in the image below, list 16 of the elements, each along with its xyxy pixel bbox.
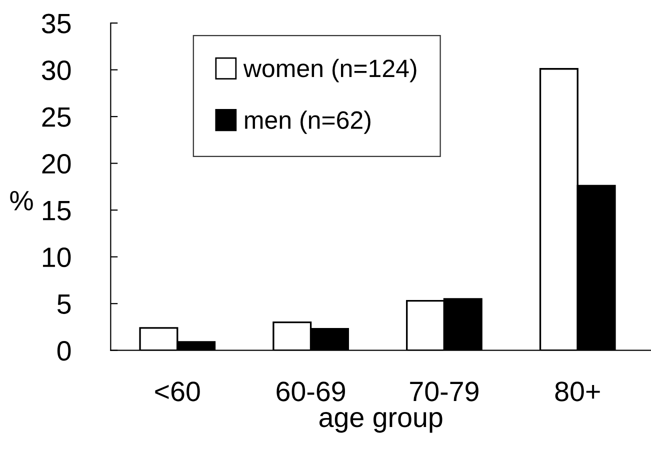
x-tick-label: <60 (155, 382, 200, 402)
x-tick-label: 80+ (555, 382, 600, 402)
y-tick-label: 5 (57, 294, 71, 314)
x-axis-title: age group (319, 412, 442, 433)
y-tick-label: 35 (42, 14, 71, 34)
legend-label: men (n=62) (245, 110, 370, 134)
y-axis-title: % (10, 190, 33, 210)
x-tick-label: 70-79 (410, 382, 478, 402)
y-tick-label: 25 (42, 107, 71, 127)
y-tick-label: 30 (42, 60, 71, 80)
x-tick-label: 60-69 (276, 382, 345, 402)
y-tick-label: 15 (43, 201, 71, 220)
y-tick-label: 20 (42, 154, 71, 174)
legend-label: women (n=124) (243, 58, 416, 82)
y-tick-label: 0 (57, 341, 71, 361)
y-tick-label: 10 (43, 248, 71, 268)
